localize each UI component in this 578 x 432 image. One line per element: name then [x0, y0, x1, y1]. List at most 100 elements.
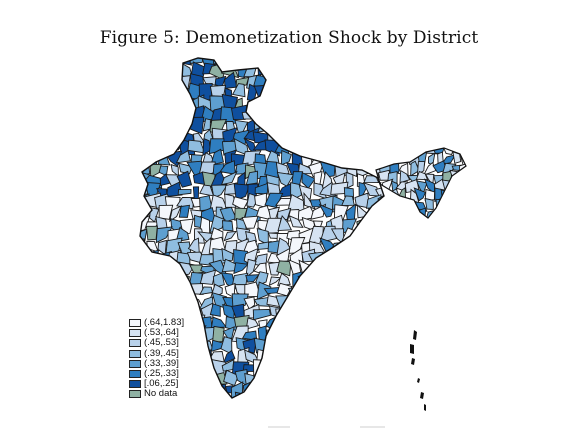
district-region — [331, 293, 348, 310]
district-region — [375, 380, 384, 398]
district-region — [329, 271, 344, 287]
district-region — [356, 154, 368, 164]
district-region — [352, 270, 370, 287]
legend-label: (.45,.53] — [144, 337, 179, 349]
district-region — [168, 106, 182, 121]
district-region — [277, 272, 291, 286]
district-region — [363, 216, 380, 233]
district-region — [277, 86, 287, 99]
district-region — [334, 77, 343, 87]
district-region — [329, 373, 347, 384]
district-region — [298, 395, 311, 398]
district-region — [324, 58, 336, 70]
district-region — [378, 349, 384, 364]
legend-swatch — [129, 359, 141, 368]
district-region — [365, 151, 379, 165]
district-region — [286, 316, 306, 333]
district-region — [157, 128, 173, 145]
district-region — [263, 217, 282, 235]
district-region — [405, 216, 421, 218]
district-region — [312, 109, 326, 125]
district-region — [191, 350, 205, 366]
district-region — [392, 293, 402, 311]
district-region — [147, 58, 162, 68]
district-region — [156, 140, 169, 153]
district-region — [330, 117, 348, 135]
district-region — [144, 137, 159, 156]
district-region — [331, 348, 348, 364]
island-shape — [410, 344, 414, 354]
district-region — [289, 292, 303, 312]
district-region — [352, 83, 369, 100]
district-region — [176, 170, 193, 188]
district-region — [268, 58, 278, 70]
district-region — [211, 184, 229, 199]
district-region — [313, 75, 327, 90]
district-region — [452, 215, 464, 218]
district-region — [324, 314, 337, 334]
district-region — [140, 162, 151, 176]
district-region — [440, 189, 453, 203]
legend-label: (.25,.33] — [144, 367, 179, 379]
district-region — [322, 261, 337, 273]
district-region — [415, 207, 427, 218]
district-region — [311, 264, 321, 278]
legend-item: (.33,.39] — [129, 357, 184, 369]
legend-item: (.64,1.83] — [129, 317, 185, 328]
district-region — [191, 385, 202, 398]
district-region — [319, 360, 335, 378]
district-region — [232, 83, 246, 98]
district-region — [146, 126, 162, 143]
district-region — [364, 316, 379, 329]
district-region — [357, 58, 372, 67]
legend-label: (.33,.39] — [144, 357, 179, 369]
district-region — [353, 340, 369, 355]
district-region — [422, 161, 437, 177]
district-region — [287, 118, 303, 136]
district-region — [365, 247, 380, 263]
district-region — [276, 260, 292, 277]
district-region — [144, 150, 159, 166]
district-region — [268, 369, 282, 387]
district-region — [345, 362, 359, 377]
district-region — [425, 210, 437, 218]
district-region — [186, 390, 207, 398]
district-region — [377, 100, 384, 108]
district-region — [413, 187, 426, 202]
district-region — [313, 392, 325, 398]
legend-label: (.53,.64] — [144, 327, 179, 339]
district-region — [387, 228, 399, 238]
district-region — [356, 281, 369, 300]
district-region — [221, 247, 234, 261]
district-region — [368, 206, 380, 224]
district-region — [143, 271, 159, 289]
district-region — [368, 339, 383, 353]
district-region — [318, 96, 337, 110]
legend-label: (.64,1.83] — [144, 317, 185, 328]
island-shape — [420, 392, 424, 399]
district-region — [399, 169, 411, 184]
district-region — [176, 294, 194, 307]
district-region — [263, 364, 279, 375]
district-region — [287, 340, 304, 352]
district-region — [435, 206, 448, 218]
district-region — [462, 207, 466, 218]
district-region — [340, 253, 357, 266]
district-region — [280, 149, 292, 166]
district-region — [231, 293, 249, 310]
district-region — [390, 255, 402, 263]
district-region — [365, 95, 381, 108]
district-region — [287, 351, 304, 366]
district-region — [375, 327, 384, 340]
district-region — [385, 129, 399, 145]
district-region — [344, 72, 358, 87]
district-region — [253, 107, 270, 123]
district-region — [246, 58, 255, 64]
district-region — [351, 241, 372, 253]
district-region — [364, 328, 382, 345]
district-region — [312, 286, 325, 296]
district-region — [140, 130, 152, 143]
district-region — [264, 97, 280, 107]
district-region — [386, 273, 403, 288]
district-region — [264, 349, 279, 364]
